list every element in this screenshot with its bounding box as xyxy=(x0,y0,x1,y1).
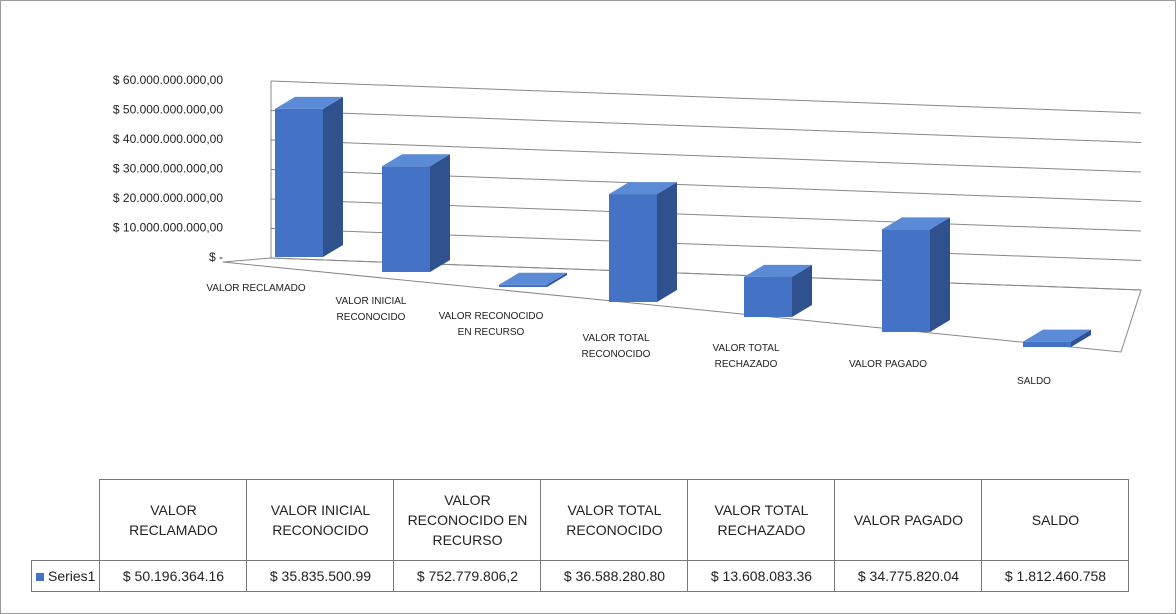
table-header: VALOR RECLAMADO xyxy=(99,479,248,561)
bar-front xyxy=(499,284,547,287)
bar-front xyxy=(882,229,930,332)
bar xyxy=(382,154,450,272)
plot: $ - $ 10.000.000.000,00 $ 20.000.000.000,0… xyxy=(113,73,1142,353)
bar-front xyxy=(275,108,323,258)
grid-line xyxy=(270,139,1142,173)
bar-side xyxy=(657,182,677,302)
table-header: VALOR TOTAL RECHAZADO xyxy=(687,479,836,561)
table-header: SALDO xyxy=(981,479,1130,561)
x-tick-label: SALDO xyxy=(1017,376,1051,387)
table-value: $ 1.812.460.758 xyxy=(981,560,1130,592)
bar-side xyxy=(547,272,567,287)
bar-front xyxy=(744,276,792,317)
bar-top xyxy=(382,154,450,167)
bar-top xyxy=(1023,329,1091,342)
x-tick-label: VALOR RECONOCIDO EN RECURSO xyxy=(438,311,544,338)
table-header: VALOR INICIAL RECONOCIDO xyxy=(246,479,395,561)
bar xyxy=(1023,329,1091,347)
legend-swatch xyxy=(36,573,44,581)
x-tick-label: VALOR TOTAL RECHAZADO xyxy=(712,343,780,370)
bar xyxy=(744,264,812,317)
table-header: VALOR RECONOCIDO EN RECURSO xyxy=(393,479,542,561)
bar-top xyxy=(609,182,677,195)
y-tick-label: $ 60.000.000.000,00 xyxy=(113,73,223,87)
y-tick-label: $ 40.000.000.000,00 xyxy=(113,132,223,146)
table-value: $ 35.835.500.99 xyxy=(246,560,395,592)
grid-line xyxy=(270,110,1142,143)
x-tick-label: VALOR TOTAL RECONOCIDO xyxy=(581,333,651,360)
y-tick-label: $ 20.000.000.000,00 xyxy=(113,191,223,205)
table-value: $ 34.775.820.04 xyxy=(834,560,983,592)
data-table: VALOR RECLAMADO VALOR INICIAL RECONOCIDO V… xyxy=(30,479,1130,592)
bar-top xyxy=(275,96,343,109)
table-header: VALOR PAGADO xyxy=(834,479,983,561)
bar-side xyxy=(792,264,812,317)
bar xyxy=(499,272,567,287)
x-tick-label: VALOR INICIAL RECONOCIDO xyxy=(335,296,407,323)
bar-front xyxy=(1023,341,1071,347)
legend-label: Series1 xyxy=(48,568,96,584)
y-tick-label: $ 30.000.000.000,00 xyxy=(113,162,223,176)
bar-side xyxy=(323,96,343,258)
legend-cell: Series1 xyxy=(30,560,101,592)
y-tick-label: $ 50.000.000.000,00 xyxy=(113,103,223,117)
table-value: $ 13.608.083.36 xyxy=(687,560,836,592)
y-tick-label: $ 10.000.000.000,00 xyxy=(113,221,223,235)
x-tick-label: VALOR PAGADO xyxy=(849,359,927,370)
y-tick-label: $ - xyxy=(209,250,223,264)
grid-line xyxy=(270,80,1142,114)
x-tick-label: VALOR RECLAMADO xyxy=(206,283,306,294)
bar-top xyxy=(744,264,812,277)
table-value: $ 36.588.280.80 xyxy=(540,560,689,592)
bar-top xyxy=(499,272,567,285)
table-header: VALOR TOTAL RECONOCIDO xyxy=(540,479,689,561)
corner xyxy=(32,480,100,561)
bar xyxy=(882,217,950,332)
bar xyxy=(275,96,343,258)
bar-side xyxy=(430,154,450,272)
bar-top xyxy=(882,217,950,230)
bar-front xyxy=(382,166,430,272)
table-value: $ 752.779.806,2 xyxy=(393,560,542,592)
bar-side xyxy=(930,217,950,332)
bar xyxy=(609,182,677,302)
table-value: $ 50.196.364.16 xyxy=(99,560,248,592)
bar-front xyxy=(609,194,657,302)
bar-side xyxy=(1071,329,1091,347)
